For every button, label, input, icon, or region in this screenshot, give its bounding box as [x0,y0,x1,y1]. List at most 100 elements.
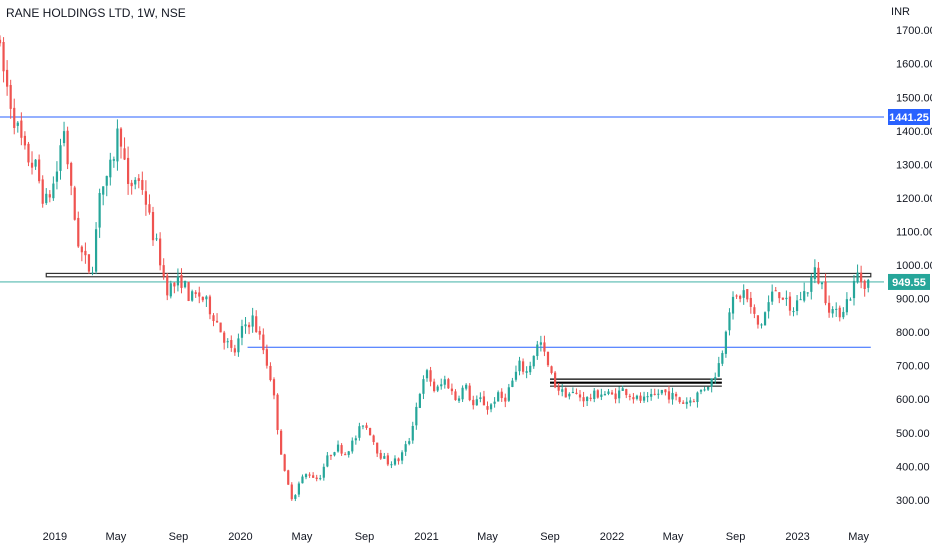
candle-body [664,389,667,393]
candle-body [390,464,393,466]
candle-body [689,400,692,403]
candle-body [497,392,500,402]
candle-body [586,397,589,402]
candle-body [141,179,144,190]
candle-body [354,438,357,441]
candle-body [226,341,229,343]
y-tick-label: 1200.00 [896,193,932,205]
candle-body [831,309,834,314]
candle-body [610,392,614,395]
x-tick-label: Sep [169,531,189,543]
candle-body [614,393,617,400]
candle-body [472,399,475,406]
candle-body [454,391,457,401]
candle-body [41,179,44,204]
candle-body [319,478,322,480]
candle-body [411,425,414,441]
candle-body [365,425,368,428]
candle-body [123,148,126,160]
candle-body [433,381,436,392]
candle-body [746,289,749,300]
candle-body [696,392,699,403]
candle-body [77,217,80,247]
candle-body [98,193,101,228]
candle-body [582,397,585,402]
candle-body [0,39,2,44]
candle-body [105,175,108,186]
candle-body [429,370,432,382]
candle-body [183,280,187,288]
y-tick-label: 1100.00 [896,226,932,238]
candle-body [244,324,247,327]
price-label-level: 1441.25 [889,112,929,124]
candle-body [312,475,315,478]
candle-body [30,162,34,168]
candle-body [336,444,340,452]
y-tick-label: 1600.00 [896,59,932,71]
candle-body [415,406,418,426]
candle-body [230,340,233,348]
candle-body [835,308,838,310]
price-label-box-level [888,109,930,125]
candle-body [265,349,268,366]
candle-body [404,444,407,452]
x-tick-label: May [848,531,869,543]
candle-body [436,386,439,391]
candle-body [52,183,55,199]
candle-body [304,474,308,478]
candle-body [546,351,550,366]
candle-body [493,401,496,404]
candle-body [94,229,98,272]
candle-body [518,360,521,372]
candle-body [564,388,567,398]
candle-body [34,159,37,167]
y-tick-label: 1400.00 [896,126,932,138]
candle-body [671,392,674,400]
candle-body [119,128,123,147]
candle-body [795,300,799,312]
candle-body [856,272,859,283]
candle-body [187,282,190,301]
candle-body [251,315,254,327]
candle-body [397,458,400,462]
candle-body [169,283,172,297]
candle-body [134,179,137,185]
candle-body [20,120,23,138]
candle-body [753,307,756,314]
candle-body [283,454,286,471]
candle-body [59,145,62,171]
candle-body [539,342,542,345]
candle-body [600,394,603,397]
candle-body [550,366,553,373]
candle-body [521,361,525,372]
candle-body [162,265,165,277]
candle-body [817,267,820,284]
candle-body [785,297,788,300]
candle-body [465,384,468,389]
candle-body [38,159,41,182]
candle-body [849,299,852,301]
candle-body [333,452,336,456]
candle-body [739,295,742,299]
candle-body [347,451,350,455]
candle-body [678,397,681,403]
candle-body [728,312,731,331]
price-label-last: 949.55 [892,277,926,289]
y-tick-label: 1300.00 [896,159,932,171]
candle-body [386,455,389,465]
candle-body [500,391,503,399]
candle-body [507,387,510,401]
candle-body [55,171,59,182]
candle-body [16,122,19,126]
x-tick-label: 2023 [785,531,809,543]
candle-body [408,441,411,444]
candle-body [215,320,219,323]
candle-body [803,291,806,301]
candle-body [543,342,546,352]
candle-body [781,297,784,300]
candle-body [842,311,845,318]
candle-body [845,299,848,313]
candle-body [194,292,197,295]
